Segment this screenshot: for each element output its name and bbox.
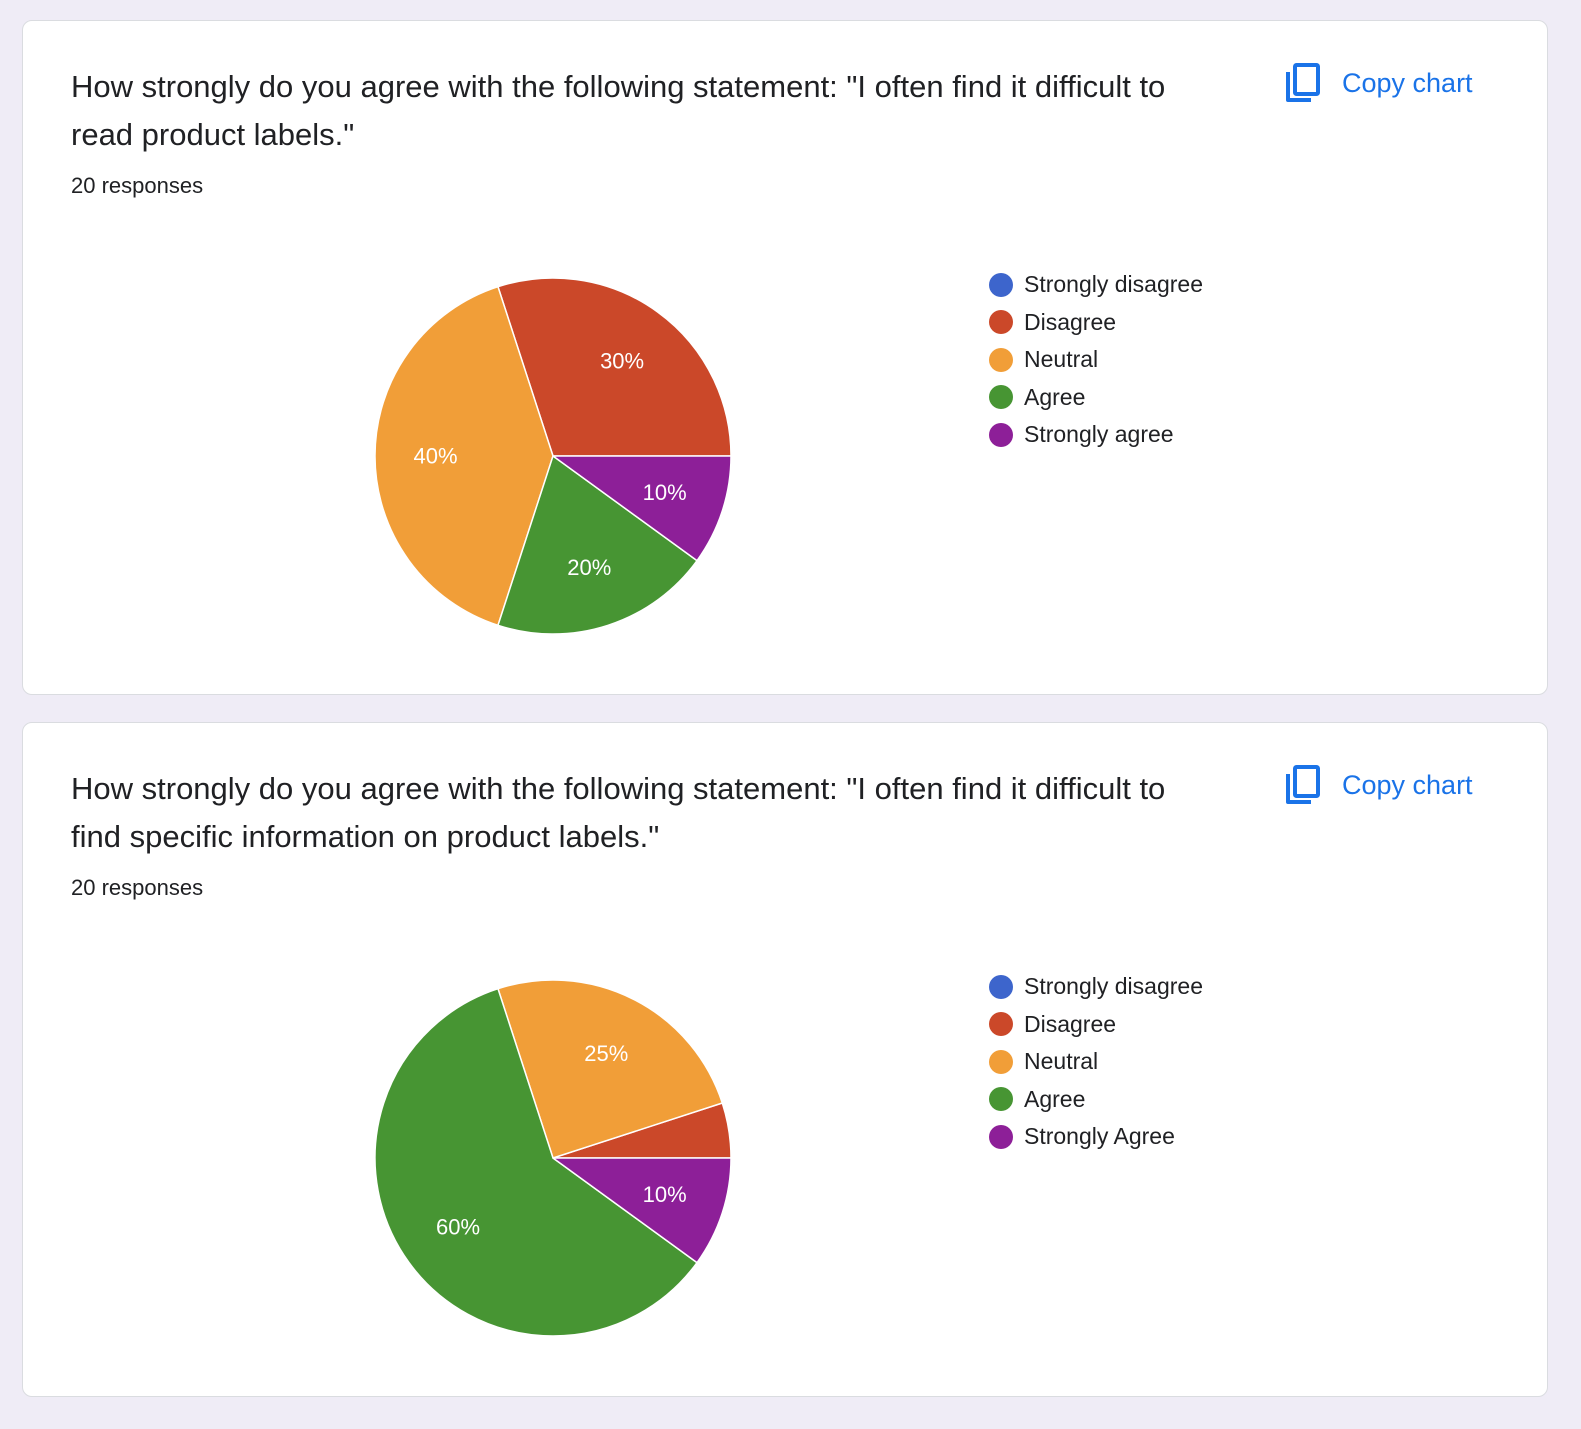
pie-slice-disagree[interactable] — [497, 277, 732, 457]
legend-swatch — [989, 310, 1013, 335]
slice-label-disagree: 30% — [600, 349, 644, 374]
pie-slice-agree[interactable] — [374, 987, 698, 1337]
question-title: How strongly do you agree with the follo… — [71, 771, 1166, 854]
slice-label-neutral: 25% — [584, 1041, 628, 1066]
copy-chart-label: Copy chart — [1342, 769, 1473, 800]
legend-label: Agree — [1024, 383, 1086, 410]
legend-item-agree[interactable]: Agree — [989, 379, 1203, 417]
legend-item-agree[interactable]: Agree — [989, 1081, 1203, 1119]
legend-swatch — [989, 347, 1013, 372]
legend-swatch — [989, 1049, 1013, 1074]
chart-card: How strongly do you agree with the follo… — [22, 722, 1548, 1397]
pie-slice-neutral[interactable] — [497, 979, 724, 1159]
legend-item-strongly-disagree[interactable]: Strongly disagree — [989, 968, 1203, 1006]
legend-swatch — [989, 1124, 1013, 1149]
legend-item-neutral[interactable]: Neutral — [989, 341, 1203, 379]
legend-label: Disagree — [1024, 308, 1117, 335]
legend-swatch — [989, 1012, 1013, 1037]
copy-chart-label: Copy chart — [1342, 67, 1473, 98]
legend-label: Strongly disagree — [1024, 973, 1203, 1000]
legend-swatch — [989, 422, 1013, 447]
slice-label-agree: 20% — [567, 555, 611, 580]
copy-chart-button[interactable]: Copy chart — [1283, 59, 1473, 107]
copy-icon — [1286, 765, 1320, 804]
legend-item-strongly-agree[interactable]: Strongly Agree — [989, 1118, 1203, 1156]
chart-card: How strongly do you agree with the follo… — [22, 20, 1548, 695]
legend-swatch — [989, 272, 1013, 297]
question-title: How strongly do you agree with the follo… — [71, 69, 1166, 152]
chart-legend: Strongly disagree Disagree Neutral Agree Str… — [989, 266, 1203, 454]
response-count: 20 responses — [71, 173, 204, 198]
slice-label-neutral: 40% — [413, 444, 457, 469]
legend-label: Agree — [1024, 1085, 1086, 1112]
chart-legend: Strongly disagree Disagree Neutral Agree Str… — [989, 968, 1203, 1156]
slice-label-strongly-agree: 10% — [643, 480, 687, 505]
legend-swatch — [989, 1087, 1013, 1112]
pie-slice-strongly-agree[interactable] — [552, 455, 732, 562]
pie-slice-agree[interactable] — [497, 455, 698, 635]
legend-swatch — [989, 385, 1013, 410]
legend-label: Strongly agree — [1024, 421, 1174, 448]
legend-item-strongly-disagree[interactable]: Strongly disagree — [989, 266, 1203, 304]
legend-item-disagree[interactable]: Disagree — [989, 304, 1203, 342]
legend-swatch — [989, 974, 1013, 999]
copy-icon — [1286, 63, 1320, 102]
legend-item-strongly-agree[interactable]: Strongly agree — [989, 416, 1203, 454]
legend-label: Neutral — [1024, 1048, 1099, 1075]
legend-label: Strongly disagree — [1024, 271, 1203, 298]
pie-slice-strongly-agree[interactable] — [552, 1157, 732, 1264]
legend-label: Neutral — [1024, 346, 1099, 373]
legend-label: Disagree — [1024, 1010, 1117, 1037]
pie-chart: 30% 40% 20% 10% — [374, 277, 732, 635]
pie-chart: 25% 60% 10% — [374, 979, 732, 1337]
slice-label-agree: 60% — [436, 1215, 480, 1240]
response-count: 20 responses — [71, 875, 204, 900]
slice-label-strongly-agree: 10% — [643, 1182, 687, 1207]
legend-item-disagree[interactable]: Disagree — [989, 1006, 1203, 1044]
legend-item-neutral[interactable]: Neutral — [989, 1043, 1203, 1081]
pie-slice-neutral[interactable] — [374, 285, 554, 627]
legend-label: Strongly Agree — [1024, 1123, 1175, 1150]
copy-chart-button[interactable]: Copy chart — [1283, 761, 1473, 809]
